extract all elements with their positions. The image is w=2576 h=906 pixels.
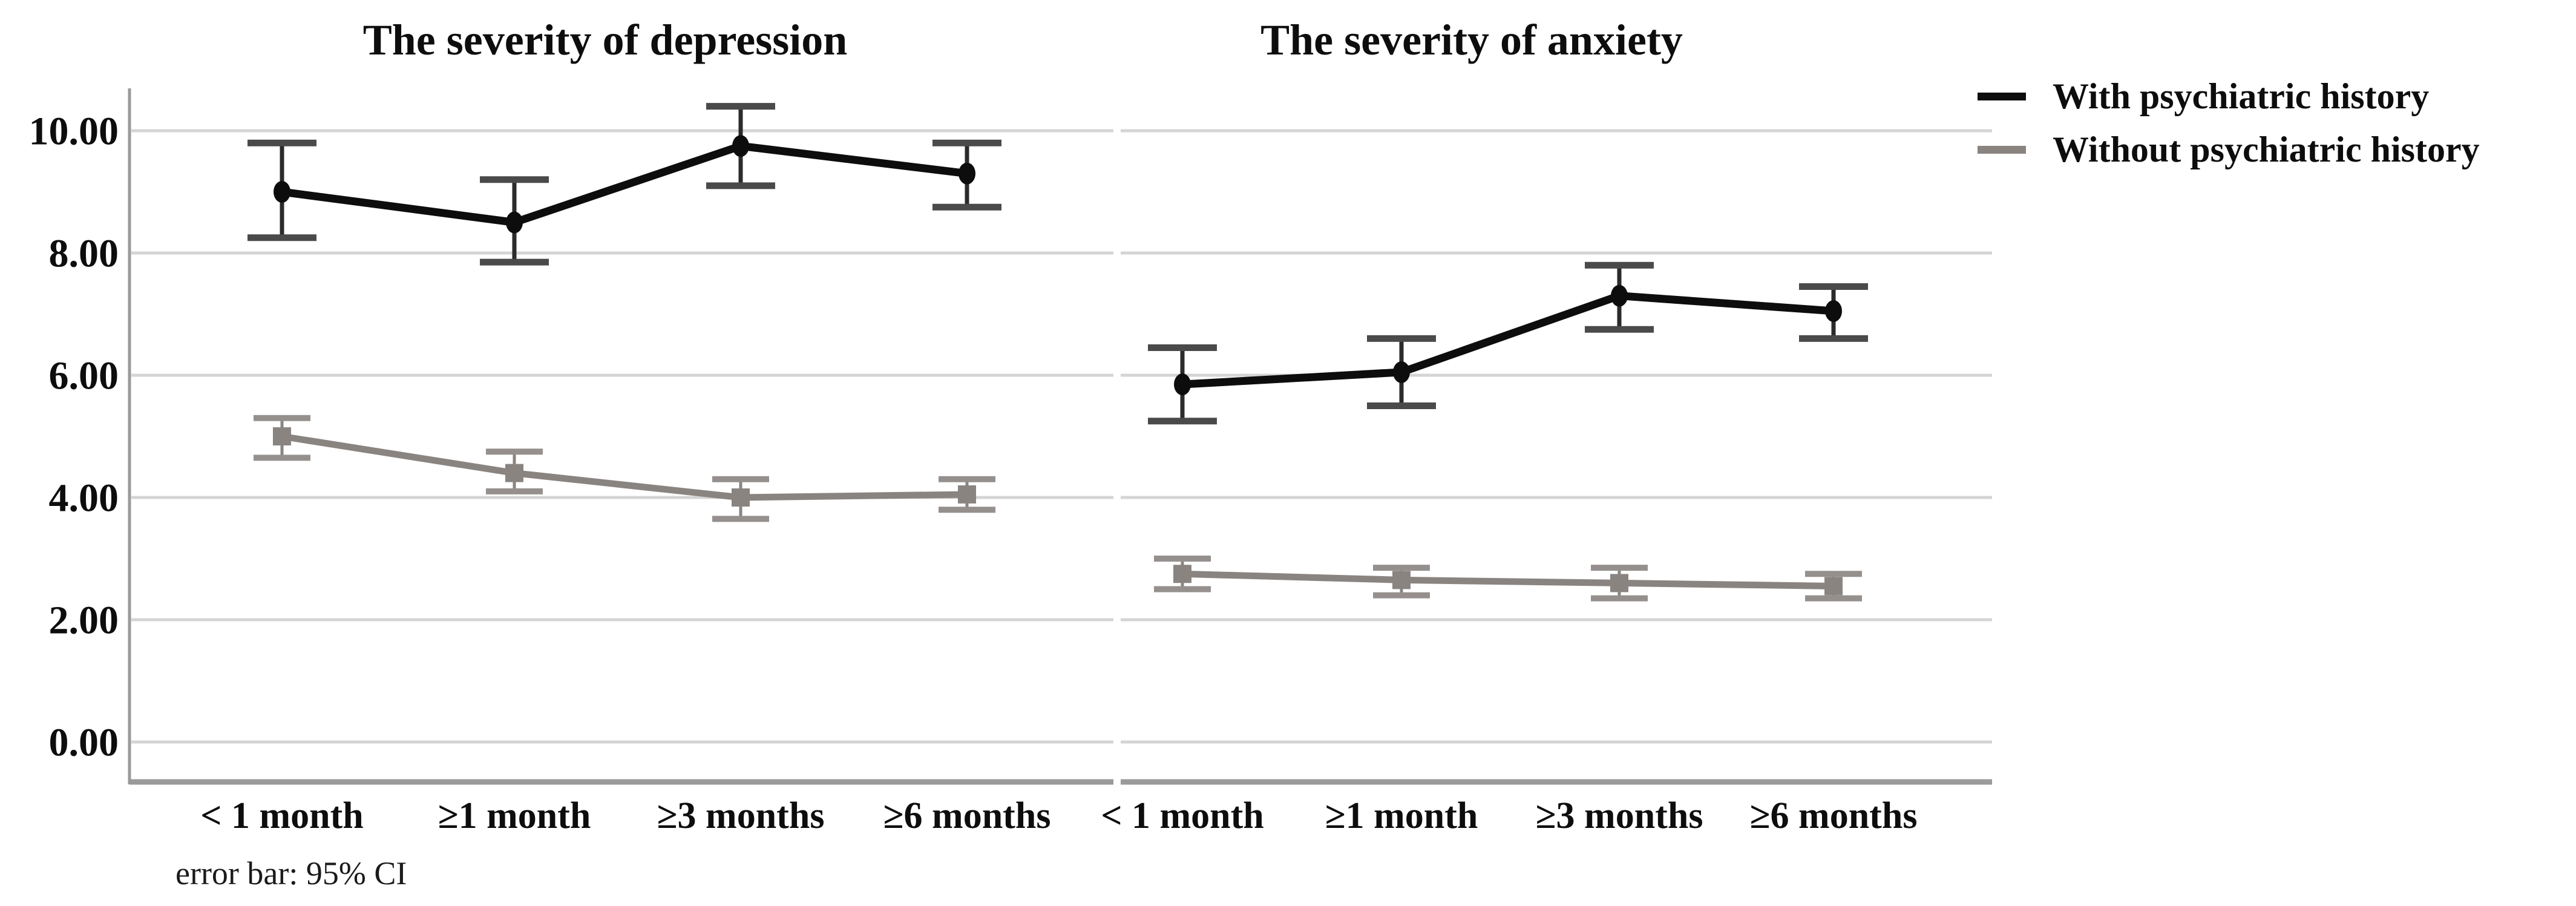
x-axis-tick-label: ≥6 months xyxy=(883,795,1051,836)
legend-item-with-history: With psychiatric history xyxy=(1978,77,2480,115)
data-point-square-marker xyxy=(1824,577,1843,596)
data-point-square-marker xyxy=(1392,571,1411,589)
y-axis-tick-label: 10.00 xyxy=(29,109,119,153)
panel-title: The severity of depression xyxy=(363,16,848,64)
y-axis-tick-label: 8.00 xyxy=(49,231,119,275)
data-point-square-marker xyxy=(273,427,291,445)
data-point-square-marker xyxy=(1173,565,1191,583)
data-point-circle-marker xyxy=(959,162,975,185)
legend-swatch-gray-line-icon xyxy=(1978,145,2026,154)
legend: With psychiatric history Without psychia… xyxy=(1978,77,2480,184)
legend-label: Without psychiatric history xyxy=(2053,130,2480,169)
x-axis-tick-label: < 1 month xyxy=(200,795,364,836)
data-point-circle-marker xyxy=(506,211,523,234)
legend-label: With psychiatric history xyxy=(2053,76,2430,116)
data-point-circle-marker xyxy=(1174,373,1191,396)
x-axis-tick-label: ≥1 month xyxy=(1325,795,1478,836)
x-axis-tick-label: < 1 month xyxy=(1101,795,1264,836)
y-axis-tick-label: 4.00 xyxy=(49,476,119,520)
x-axis-tick-label: ≥3 months xyxy=(1536,795,1703,836)
data-point-circle-marker xyxy=(1611,284,1628,307)
data-point-circle-marker xyxy=(274,181,290,203)
series-line xyxy=(278,433,971,501)
y-axis-tick-label: 0.00 xyxy=(49,720,119,764)
data-point-square-marker xyxy=(732,488,750,507)
y-axis-tick-label: 2.00 xyxy=(49,598,119,642)
data-point-square-marker xyxy=(1610,574,1628,593)
data-point-circle-marker xyxy=(1393,361,1410,383)
series-line xyxy=(278,142,971,227)
panel-title: The severity of anxiety xyxy=(1260,16,1683,64)
data-point-circle-marker xyxy=(1825,300,1842,322)
x-axis-tick-label: ≥6 months xyxy=(1750,795,1918,836)
data-point-square-marker xyxy=(505,464,523,482)
legend-item-without-history: Without psychiatric history xyxy=(1978,131,2480,168)
series-line xyxy=(1179,570,1837,589)
legend-swatch-black-line-icon xyxy=(1978,92,2026,100)
data-point-circle-marker xyxy=(732,135,749,157)
x-axis-tick-label: ≥1 month xyxy=(438,795,591,836)
error-bar-note: error bar: 95% CI xyxy=(175,855,407,891)
y-axis-tick-label: 6.00 xyxy=(49,353,119,398)
series-line xyxy=(1178,292,1838,389)
data-point-square-marker xyxy=(958,485,976,504)
x-axis-tick-label: ≥3 months xyxy=(657,795,825,836)
